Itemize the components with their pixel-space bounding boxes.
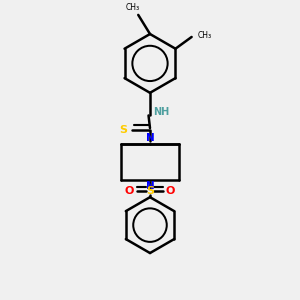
Text: S: S	[119, 124, 128, 135]
Text: S: S	[146, 186, 154, 196]
Text: O: O	[166, 186, 175, 196]
Text: NH: NH	[153, 107, 169, 117]
Text: N: N	[146, 181, 154, 191]
Text: CH₃: CH₃	[197, 31, 212, 40]
Text: N: N	[146, 133, 154, 143]
Text: CH₃: CH₃	[125, 3, 140, 12]
Text: O: O	[125, 186, 134, 196]
